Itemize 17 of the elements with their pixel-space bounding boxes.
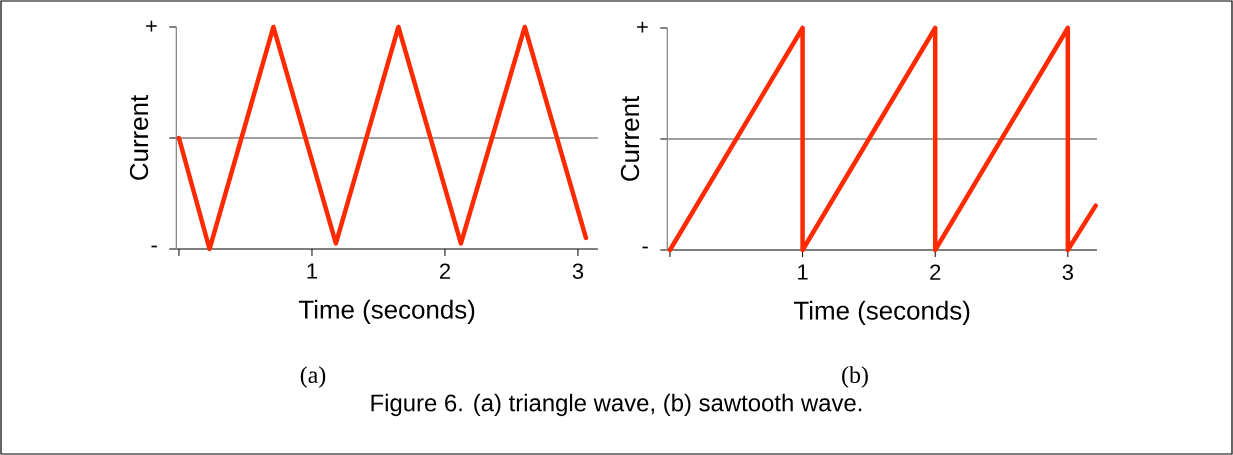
x-tick-label: 1 bbox=[307, 263, 317, 279]
x-tick-label: 2 bbox=[930, 264, 941, 280]
y-axis-title: Current bbox=[129, 95, 149, 180]
y-axis-title: Current bbox=[620, 96, 640, 181]
text: (a) bbox=[300, 366, 326, 388]
x-tick-label: 1 bbox=[798, 264, 808, 280]
text: + bbox=[637, 21, 648, 33]
text: (b) bbox=[842, 366, 868, 388]
x-tick-label: 2 bbox=[439, 263, 450, 279]
text: + bbox=[146, 20, 157, 32]
x-axis-title: Time (seconds) bbox=[298, 299, 475, 324]
text: - bbox=[151, 245, 157, 248]
text: - bbox=[642, 246, 648, 249]
x-tick-label: 3 bbox=[1062, 264, 1073, 281]
x-axis-title: Time (seconds) bbox=[793, 300, 970, 325]
x-tick-label: 3 bbox=[572, 263, 584, 280]
caption: Figure 6. (a) triangle wave, (b) sawtooth wave. bbox=[371, 393, 862, 417]
